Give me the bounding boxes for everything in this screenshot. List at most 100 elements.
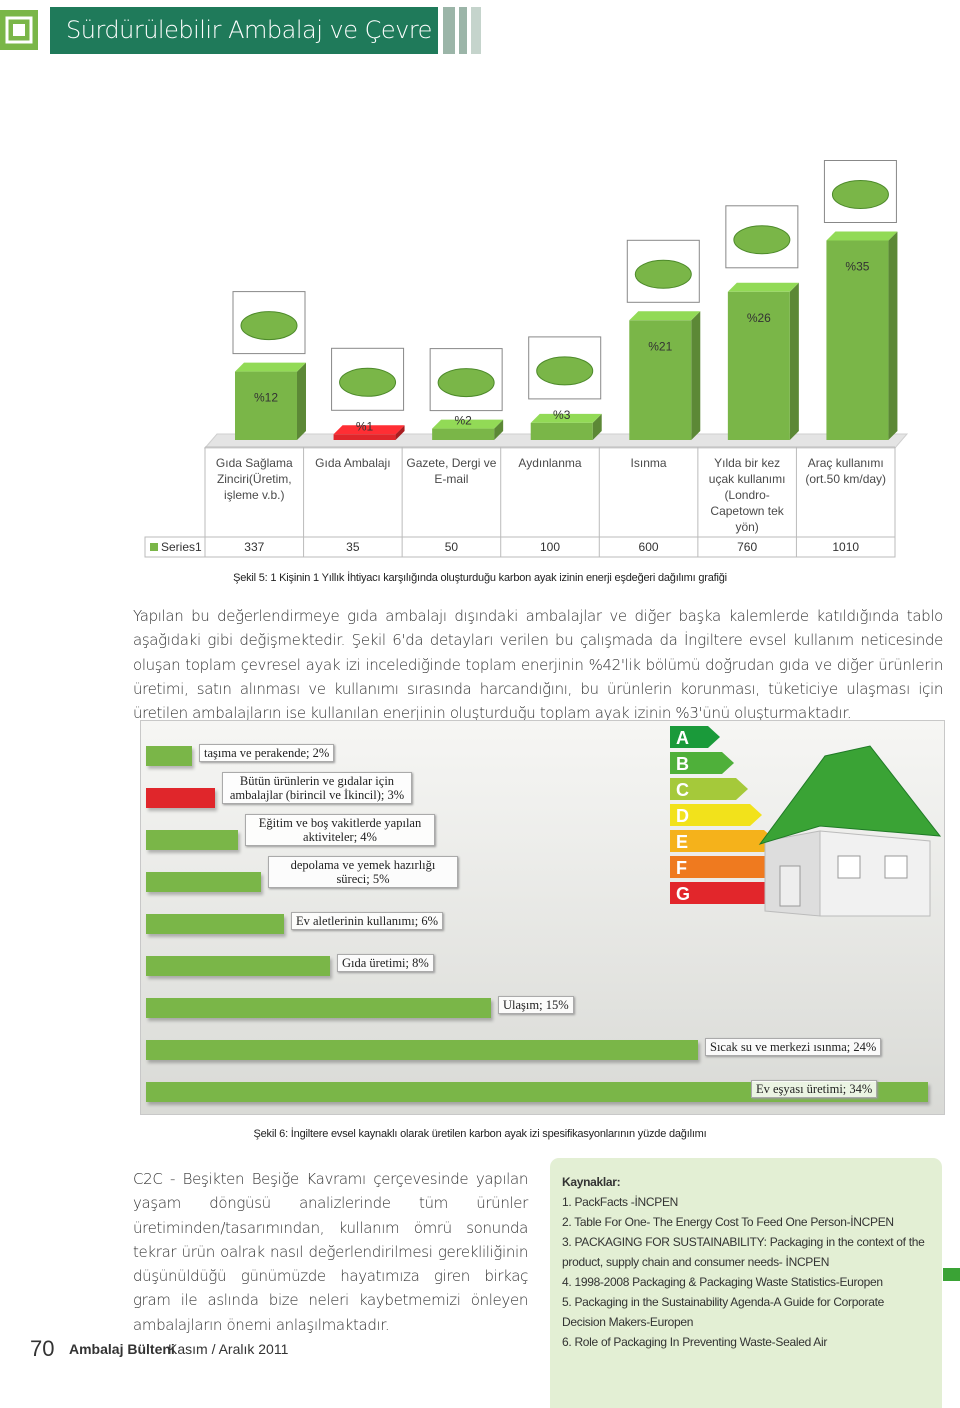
table-value: 760: [737, 540, 758, 554]
reference-item: 3. PACKAGING FOR SUSTAINABILITY: Packagi…: [562, 1235, 925, 1269]
category-label: Gıda Sağlama Zinciri(Üretim, işleme v.b.…: [215, 456, 293, 502]
side-marker: [943, 1268, 960, 1281]
energy-class-label: B: [676, 754, 689, 774]
reference-item: 6. Role of Packaging In Preventing Waste…: [562, 1335, 828, 1349]
issue-date: Kasım / Aralık 2011: [168, 1341, 289, 1357]
paragraph: C2C - Beşikten Beşiğe Kavramı çerçevesin…: [133, 1170, 528, 1334]
bar-top: [629, 311, 701, 321]
table-value: 35: [346, 540, 360, 554]
icon-core: [13, 24, 25, 36]
pie-icon: [831, 180, 889, 209]
bar: [146, 1082, 928, 1102]
bar-top: [333, 425, 405, 435]
bar-top: [826, 231, 898, 241]
page-number: 70: [30, 1336, 55, 1361]
bar: [146, 1040, 698, 1060]
table-value: 50: [444, 540, 459, 554]
icon-frame: [5, 16, 33, 44]
category-label: Aydınlanma: [518, 456, 582, 470]
bar: [146, 956, 330, 976]
bar-label: taşıma ve perakende; 2%: [199, 744, 335, 762]
category-label: Yılda bir kez uçak kullanımı (Londro-Cap…: [708, 456, 786, 534]
reference-item: 5. Packaging in the Sustainability Agend…: [562, 1295, 884, 1329]
energy-class-label: G: [676, 884, 690, 904]
bar-side: [592, 413, 602, 440]
figure-caption: Şekil 6: İngiltere evsel kaynaklı olarak…: [253, 1128, 707, 1140]
header-stripe: [471, 7, 481, 54]
pie-icon: [536, 356, 594, 386]
chart-5: %12 %1 %2 %3 %21 %26 %35: [144, 160, 909, 558]
header-title: Sürdürülebilir Ambalaj ve Çevre: [50, 7, 438, 54]
house-door: [779, 865, 801, 907]
bar: [432, 428, 495, 440]
house-roof: [758, 745, 942, 845]
bar-top: [727, 282, 799, 292]
table-value: 1010: [832, 540, 860, 554]
header-stripe: [459, 7, 467, 54]
bar-side: [395, 425, 405, 440]
magazine-name: Ambalaj Bülteni: [69, 1341, 175, 1357]
bar: [146, 914, 284, 934]
pie-icon: [733, 225, 791, 255]
bar: [530, 422, 593, 440]
bar-label: depolama ve yemek hazırlığı süreci; 5%: [268, 856, 458, 888]
energy-class-label: C: [676, 780, 689, 800]
bar-side: [789, 282, 799, 440]
bar-value-label: %3: [553, 408, 571, 422]
references-title: Kaynaklar:: [562, 1175, 621, 1189]
energy-class-label: F: [676, 858, 687, 878]
bar: [146, 830, 238, 850]
bar-value-label: %1: [356, 419, 374, 433]
bar: [826, 240, 889, 440]
energy-class-label: D: [676, 806, 689, 826]
paragraph: Yapılan bu değerlendirmeye gıda ambalajı…: [133, 607, 943, 723]
bar-side: [494, 419, 504, 440]
bar: [146, 998, 491, 1018]
references: Kaynaklar: 1. PackFacts -İNCPEN 2. Table …: [550, 1158, 942, 1408]
bar-value-label: %35: [845, 260, 869, 274]
bar: [727, 291, 790, 440]
bar: [333, 434, 396, 440]
category-label: Gazete, Dergi ve E-mail: [406, 456, 497, 486]
bar-label: Ulaşım; 15%: [498, 996, 574, 1014]
bar-side: [888, 231, 898, 440]
bar-value-label: %26: [747, 311, 771, 325]
bar-label: Bütün ürünlerin ve gıdalar için ambalajl…: [222, 772, 412, 804]
bar-side: [691, 311, 701, 440]
bar: [629, 320, 692, 440]
bar: [146, 872, 261, 892]
table-value: 337: [244, 540, 265, 554]
legend-swatch: [150, 543, 158, 551]
header-stripe: [443, 7, 455, 54]
house-window: [837, 855, 861, 879]
figure-caption: Şekil 5: 1 Kişinin 1 Yıllık İhtiyacı kar…: [233, 572, 727, 584]
legend-series-name: Series1: [161, 540, 202, 554]
category-label: Isınma: [630, 456, 667, 470]
energy-arrow: [670, 804, 762, 826]
pie-icon: [240, 311, 298, 341]
bar: [146, 788, 215, 808]
pie-icon: [634, 259, 692, 289]
bar-value-label: %21: [648, 339, 672, 353]
bar-value-label: %12: [254, 391, 278, 405]
house-wall: [819, 830, 931, 917]
bar: [146, 746, 192, 766]
category-label: Araç kullanımı (ort.50 km/day): [805, 456, 887, 486]
bar-label: Gıda üretimi; 8%: [337, 954, 434, 972]
chart-5-table: Series1 Gıda Sağlama Zinciri(Üretim, işle…: [0, 0, 960, 565]
energy-class-label: E: [676, 832, 688, 852]
energy-arrow: [670, 856, 790, 878]
bar-top: [235, 362, 306, 372]
house-window: [884, 855, 908, 879]
header-icon: [0, 10, 38, 50]
bar-label: Ev aletlerinin kullanımı; 6%: [291, 912, 443, 930]
table-value: 100: [539, 540, 560, 554]
pie-icon: [339, 367, 397, 397]
pie-icon: [437, 368, 495, 398]
energy-class-label: A: [676, 728, 689, 748]
energy-arrow: [670, 830, 776, 852]
bar-label: Eğitim ve boş vakitlerde yapılan aktivit…: [245, 814, 435, 846]
bar-label: Ev eşyası üretimi; 34%: [751, 1080, 878, 1098]
